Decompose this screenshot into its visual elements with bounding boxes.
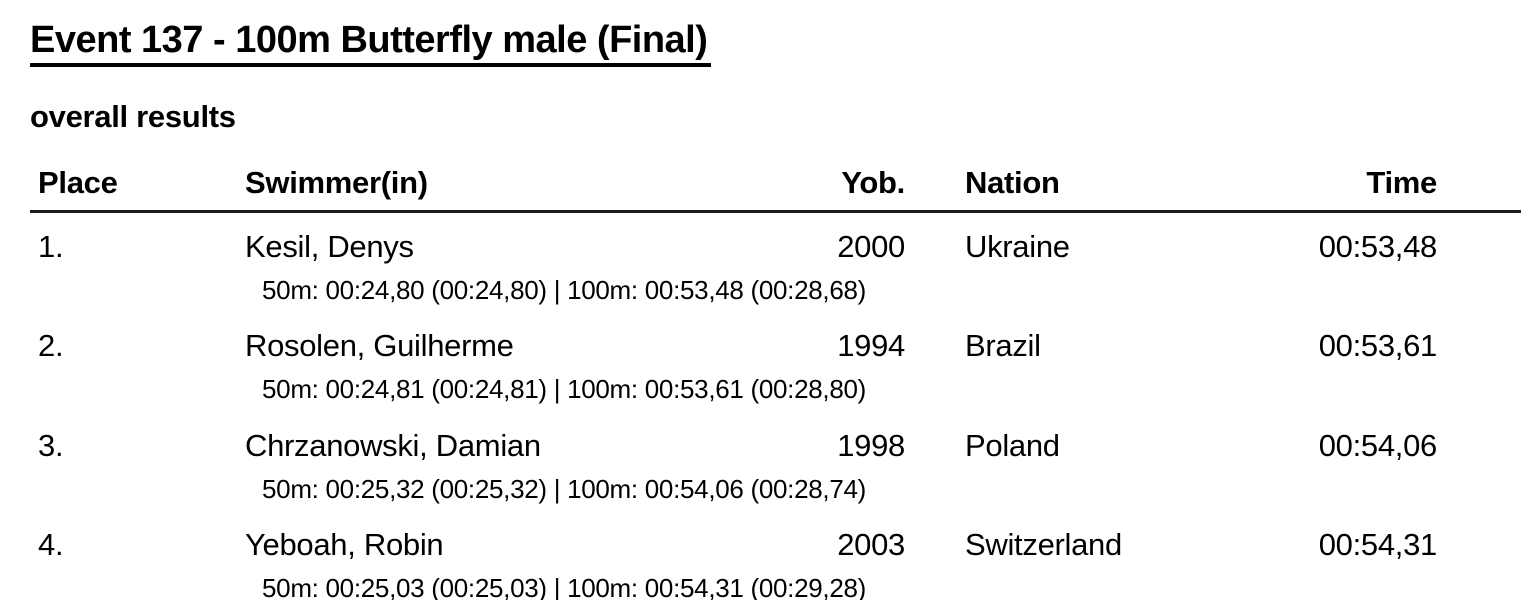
place-cell: 4.	[38, 527, 64, 563]
result-main-row: 1. Kesil, Denys 2000 Ukraine 00:53,48	[30, 225, 1521, 270]
nation-cell: Brazil	[965, 328, 1041, 364]
time-cell: 00:53,61	[1318, 328, 1438, 364]
table-row: 1. Kesil, Denys 2000 Ukraine 00:53,48 50…	[30, 225, 1521, 312]
header-time: Time	[1366, 164, 1437, 200]
header-yob: Yob.	[841, 164, 905, 200]
nation-cell: Ukraine	[965, 228, 1070, 264]
time-cell: 00:53,48	[1318, 228, 1438, 264]
results-table: Place Swimmer(in) Yob. Nation Time 1. Ke…	[30, 165, 1521, 600]
nation-cell: Switzerland	[965, 527, 1122, 563]
time-cell: 00:54,31	[1318, 527, 1438, 563]
place-cell: 3.	[38, 427, 64, 463]
swimmer-cell: Chrzanowski, Damian	[245, 427, 541, 463]
event-title: Event 137 - 100m Butterfly male (Final)	[30, 19, 712, 67]
table-row: 3. Chrzanowski, Damian 1998 Poland 00:54…	[30, 424, 1521, 511]
swimmer-cell: Kesil, Denys	[245, 228, 414, 264]
splits-row: 50m: 00:25,32 (00:25,32) | 100m: 00:54,0…	[262, 473, 867, 504]
swimmer-cell: Rosolen, Guilherme	[245, 328, 514, 364]
table-row: 2. Rosolen, Guilherme 1994 Brazil 00:53,…	[30, 324, 1521, 411]
time-cell: 00:54,06	[1318, 427, 1438, 463]
result-main-row: 4. Yeboah, Robin 2003 Switzerland 00:54,…	[30, 523, 1521, 568]
table-header-row: Place Swimmer(in) Yob. Nation Time	[30, 165, 1521, 213]
nation-cell: Poland	[965, 427, 1060, 463]
place-cell: 2.	[38, 328, 64, 364]
yob-cell: 1994	[837, 328, 905, 364]
splits-row: 50m: 00:24,80 (00:24,80) | 100m: 00:53,4…	[262, 274, 867, 305]
header-place: Place	[38, 164, 118, 200]
splits-row: 50m: 00:25,03 (00:25,03) | 100m: 00:54,3…	[262, 573, 867, 600]
header-nation: Nation	[965, 164, 1060, 200]
place-cell: 1.	[38, 228, 64, 264]
table-row: 4. Yeboah, Robin 2003 Switzerland 00:54,…	[30, 523, 1521, 600]
yob-cell: 2000	[837, 228, 905, 264]
splits-row: 50m: 00:24,81 (00:24,81) | 100m: 00:53,6…	[262, 374, 867, 405]
swimmer-cell: Yeboah, Robin	[245, 527, 444, 563]
result-main-row: 2. Rosolen, Guilherme 1994 Brazil 00:53,…	[30, 324, 1521, 369]
header-swimmer: Swimmer(in)	[245, 164, 428, 200]
result-main-row: 3. Chrzanowski, Damian 1998 Poland 00:54…	[30, 424, 1521, 469]
table-body: 1. Kesil, Denys 2000 Ukraine 00:53,48 50…	[30, 213, 1521, 600]
yob-cell: 2003	[837, 527, 905, 563]
results-subtitle: overall results	[30, 98, 236, 134]
yob-cell: 1998	[837, 427, 905, 463]
